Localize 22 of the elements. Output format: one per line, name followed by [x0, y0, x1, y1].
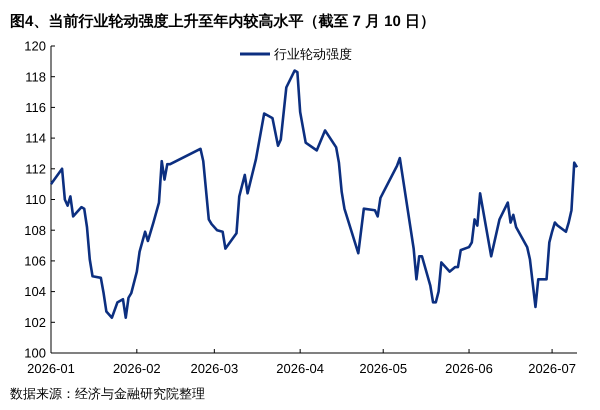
y-tick-label: 102 — [24, 314, 46, 330]
line-series — [50, 69, 578, 319]
legend-label: 行业轮动强度 — [274, 46, 352, 62]
x-tick-label: 2026-07 — [528, 361, 576, 376]
y-tick-label: 118 — [25, 69, 46, 84]
x-tick-label: 2026-05 — [359, 361, 408, 376]
y-tick-label: 116 — [25, 100, 46, 115]
y-tick-label: 108 — [24, 222, 46, 238]
x-tick-label: 2026-01 — [27, 361, 75, 376]
y-tick-label: 100 — [24, 346, 46, 361]
y-tick-label: 120 — [24, 38, 46, 54]
x-tick-label: 2026-04 — [276, 361, 324, 376]
source-note: 数据来源：经济与金融研究院整理 — [10, 386, 205, 401]
y-tick-label: 114 — [25, 130, 46, 146]
chart-title: 图4、当前行业轮动强度上升至年内较高水平（截至 7 月 10 日） — [10, 12, 436, 30]
x-tick-label: 2026-02 — [112, 361, 161, 376]
y-tick-label: 112 — [25, 161, 46, 176]
x-tick-label: 2026-06 — [445, 361, 493, 376]
y-tick-label: 104 — [24, 284, 46, 300]
y-tick-label: 106 — [24, 253, 46, 268]
x-tick-label: 2026-03 — [190, 361, 238, 376]
y-tick-label: 110 — [25, 192, 46, 208]
